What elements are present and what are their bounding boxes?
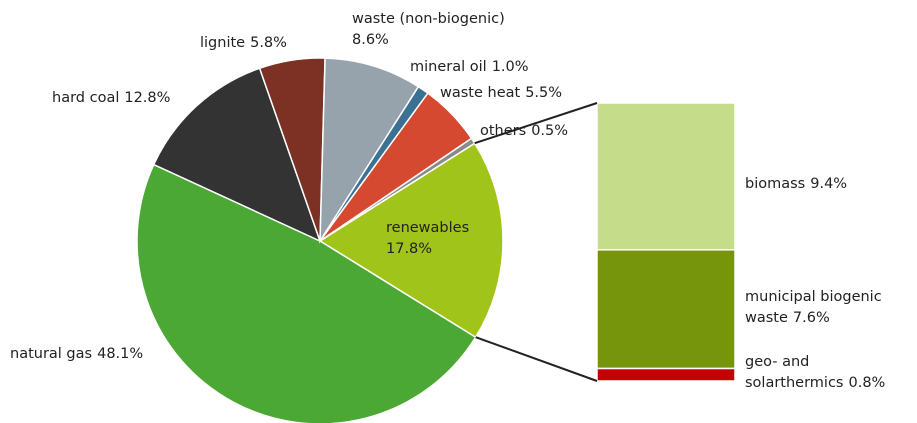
slice-label: hard coal 12.8% xyxy=(52,88,170,109)
bar-segment xyxy=(596,102,736,251)
connector xyxy=(474,102,598,145)
value-label: 12.8% xyxy=(124,90,171,106)
value-label: 7.6% xyxy=(792,310,830,326)
value-label: 1.0% xyxy=(491,59,529,75)
category-label: renewables xyxy=(386,220,470,236)
pie-slice xyxy=(319,137,476,242)
category-label: geo- and solarthermics xyxy=(745,354,844,391)
value-label: 8.6% xyxy=(352,32,389,48)
value-label: 0.5% xyxy=(531,123,569,139)
pie-slice xyxy=(319,57,420,244)
category-label: lignite xyxy=(200,35,246,51)
value-label: 17.8% xyxy=(386,241,433,257)
category-label: mineral oil xyxy=(410,59,487,75)
value-label: 0.8% xyxy=(848,375,886,391)
category-label: natural gas xyxy=(10,346,93,362)
category-label: municipal biogenic waste xyxy=(745,289,882,326)
value-label: 48.1% xyxy=(97,346,144,362)
value-label: 5.5% xyxy=(525,85,563,101)
slice-label: municipal biogenic waste 7.6% xyxy=(745,287,897,329)
slice-label: geo- and solarthermics 0.8% xyxy=(745,352,897,394)
slice-label: natural gas 48.1% xyxy=(10,344,143,365)
slice-label: waste heat 5.5% xyxy=(440,83,562,104)
slice-label: lignite 5.8% xyxy=(200,33,287,54)
slice-label: mineral oil 1.0% xyxy=(410,57,529,78)
bar-segment xyxy=(596,367,736,382)
category-label: others xyxy=(480,123,527,139)
value-label: 9.4% xyxy=(810,176,848,192)
slice-label: renewables 17.8% xyxy=(386,218,496,260)
connector xyxy=(475,336,598,382)
category-label: waste (non-biogenic) xyxy=(352,11,505,27)
slice-label: waste (non-biogenic) 8.6% xyxy=(352,9,542,51)
pie-slice xyxy=(136,163,477,423)
category-label: biomass xyxy=(745,176,806,192)
category-label: waste heat xyxy=(440,85,521,101)
bar-segment xyxy=(596,249,736,370)
slice-label: biomass 9.4% xyxy=(745,174,847,195)
pie-slice xyxy=(318,142,504,339)
value-label: 5.8% xyxy=(250,35,287,51)
pie-slice xyxy=(152,67,322,243)
slice-label: others 0.5% xyxy=(480,121,568,142)
category-label: hard coal xyxy=(52,90,120,106)
